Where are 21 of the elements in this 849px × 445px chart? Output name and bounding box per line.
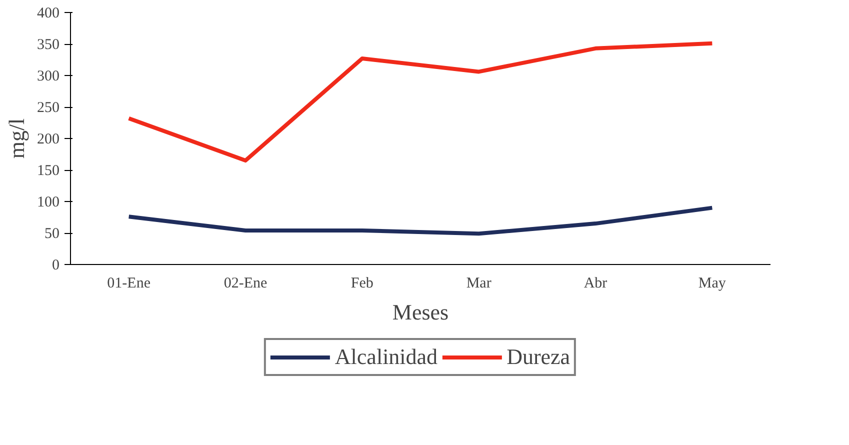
y-tick-label: 0 bbox=[52, 258, 60, 274]
legend-label: Alcalinidad bbox=[334, 344, 438, 370]
x-tick-label: Abr bbox=[584, 276, 608, 292]
x-tick-label: Feb bbox=[350, 276, 374, 292]
x-tick-label: Mar bbox=[466, 276, 492, 292]
legend-label: Dureza bbox=[506, 344, 570, 370]
line-series bbox=[126, 41, 714, 163]
y-tick-label: 200 bbox=[37, 132, 60, 148]
y-tick-label: 50 bbox=[44, 226, 60, 242]
y-tick-label: 250 bbox=[37, 100, 60, 116]
x-axis-title: Meses bbox=[392, 300, 449, 324]
y-tick-label: 400 bbox=[37, 6, 60, 22]
x-tick-label: May bbox=[698, 276, 726, 292]
y-axis-title: mg/l bbox=[4, 118, 29, 159]
y-tick-label: 350 bbox=[37, 37, 60, 53]
y-tick-label: 300 bbox=[37, 68, 60, 84]
x-tick-label: 02-Ene bbox=[224, 276, 268, 292]
y-tick-label: 100 bbox=[37, 194, 60, 210]
x-tick-label: 01-Ene bbox=[107, 276, 151, 292]
line-series bbox=[126, 206, 714, 236]
y-tick-label: 150 bbox=[37, 163, 60, 179]
